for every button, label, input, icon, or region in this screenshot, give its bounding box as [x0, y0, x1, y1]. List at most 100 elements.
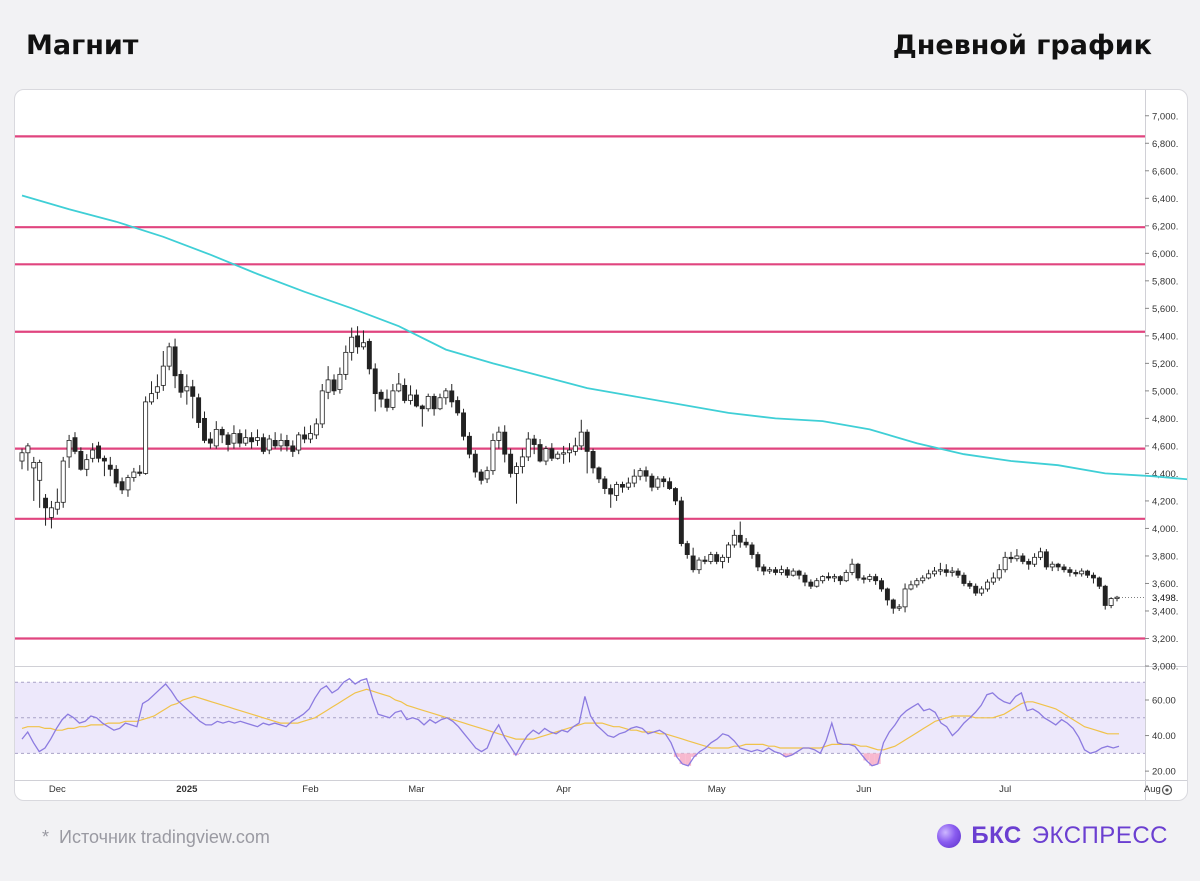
candle-body-down — [678, 500, 684, 544]
candle-body-up — [820, 576, 826, 582]
chart-settings-icon[interactable] — [1161, 784, 1173, 796]
candle-body-down — [419, 405, 425, 410]
candle-body-up — [255, 437, 260, 441]
rsi-axis-tick-label: 40.00 — [1152, 731, 1176, 742]
price-axis-tick-label: 5,400. — [1152, 331, 1178, 342]
price-axis-tick-label: 5,600. — [1152, 304, 1178, 315]
candle-body-up — [867, 576, 873, 580]
candle-body-down — [413, 394, 419, 407]
candle-body-down — [284, 439, 290, 447]
price-axis-tick-label: 5,200. — [1152, 359, 1178, 370]
rsi-oversold-fill — [863, 753, 870, 761]
time-axis-label: May — [708, 784, 726, 795]
candle-body-down — [1026, 561, 1032, 565]
time-axis-label: Apr — [556, 784, 571, 795]
candle-body-down — [260, 437, 266, 452]
candle-body-up — [25, 445, 31, 454]
price-axis-tick-label: 7,000. — [1152, 111, 1178, 122]
candle-body-up — [166, 346, 172, 367]
candle-body-up — [360, 342, 366, 348]
candle-body-down — [784, 569, 790, 576]
candle-body-up — [319, 390, 325, 425]
footnote-star: * — [42, 827, 50, 847]
rsi-line — [21, 677, 1120, 767]
time-axis-label: Feb — [302, 784, 318, 795]
candle-body-down — [178, 373, 184, 393]
candle-body-down — [355, 335, 361, 348]
candle-body-down — [590, 451, 596, 469]
candle-body-up — [555, 453, 561, 459]
rsi-axis-tick-label: 60.00 — [1152, 696, 1176, 707]
candle-body-up — [337, 373, 343, 390]
candle-body-down — [1096, 577, 1102, 587]
candle-body-up — [896, 606, 902, 609]
candle-body-down — [1061, 566, 1067, 571]
price-axis-tick-label: 6,600. — [1152, 166, 1178, 177]
candle-body-up — [949, 570, 955, 573]
rsi-oversold-fill — [869, 753, 875, 766]
candle-body-up — [1002, 556, 1008, 571]
candle-body-up — [937, 569, 943, 572]
candle-body-down — [237, 433, 243, 444]
candle-body-up — [1014, 555, 1020, 560]
price-axis-tick-label: 3,600. — [1152, 579, 1178, 590]
candle-body-down — [43, 497, 49, 509]
candle-body-down — [943, 569, 949, 573]
candle-body-up — [66, 439, 72, 458]
source-note: * Источник tradingview.com — [42, 827, 270, 848]
candle-body-up — [614, 484, 620, 496]
brand-name-rest: ЭКСПРЕСС — [1031, 822, 1168, 849]
candle-body-up — [637, 470, 643, 477]
candle-body-down — [690, 555, 696, 571]
candle-body-down — [1008, 556, 1014, 560]
price-axis-tick-label: 6,800. — [1152, 139, 1178, 150]
chart-panel[interactable]: 7,000. 6,800. 6,600. 6,400. 6,200. 6,000. 5,80… — [14, 89, 1188, 801]
candle-body-up — [908, 584, 914, 590]
chart-title-ticker: Магнит — [26, 30, 139, 61]
price-chart[interactable]: 7,000. 6,800. 6,600. 6,400. 6,200. 6,000. 5,80… — [15, 90, 1187, 800]
candle-body-down — [684, 543, 690, 555]
candle-body-up — [814, 580, 820, 587]
candle-body-down — [101, 457, 107, 462]
candle-body-down — [808, 581, 814, 587]
candle-body-down — [331, 379, 337, 392]
candle-body-down — [673, 488, 678, 502]
candle-body-down — [207, 438, 213, 444]
candle-body-up — [278, 439, 284, 447]
candle-body-down — [113, 468, 119, 484]
candle-body-up — [831, 576, 837, 579]
candle-body-down — [402, 384, 408, 401]
candle-body-up — [519, 456, 525, 467]
candle-body-up — [154, 386, 160, 393]
candle-body-up — [54, 501, 60, 510]
candle-body-down — [449, 390, 455, 403]
candle-body-down — [743, 541, 749, 546]
candle-body-up — [578, 431, 584, 447]
candle-body-down — [1067, 569, 1073, 573]
price-axis-tick-label: 6,000. — [1152, 249, 1178, 260]
candle-body-down — [1073, 572, 1079, 575]
gear-outer-ring — [1161, 784, 1173, 796]
candle-body-up — [561, 452, 567, 455]
rsi-oversold-fill — [691, 753, 697, 757]
candle-body-down — [861, 577, 867, 580]
candle-body-up — [655, 478, 661, 488]
candle-body-down — [714, 554, 720, 562]
candle-body-down — [72, 437, 78, 452]
candle-body-down — [855, 563, 861, 579]
candle-body-down — [478, 471, 484, 481]
candle-body-up — [349, 336, 355, 353]
candle-body-up — [90, 449, 96, 459]
price-axis-tick-label: 3,400. — [1152, 606, 1178, 617]
candle-body-up — [484, 470, 490, 480]
candle-body-up — [843, 572, 849, 582]
candle-body-down — [796, 570, 802, 576]
time-axis-label: Aug — [1144, 784, 1161, 795]
candle-body-up — [390, 390, 396, 408]
rsi-signal-line — [21, 688, 1119, 751]
candle-body-up — [1049, 563, 1055, 568]
candle-body-down — [873, 576, 879, 582]
candle-body-up — [990, 577, 996, 583]
candle-body-down — [119, 481, 125, 491]
time-axis-label: 2025 — [176, 784, 198, 795]
